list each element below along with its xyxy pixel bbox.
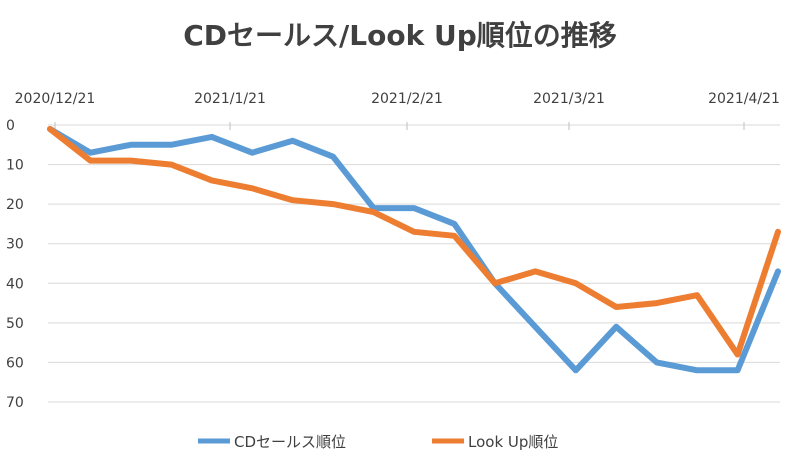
legend-item: Look Up順位 [432, 433, 558, 451]
y-tick-label: 10 [6, 158, 24, 174]
legend-label: CDセールス順位 [234, 433, 346, 451]
legend-item: CDセールス順位 [198, 433, 346, 451]
chart-title: CDセールス/Look Up順位の推移 [183, 19, 617, 52]
x-tick-label: 2021/3/21 [533, 91, 605, 107]
y-axis-ticks: 0 10 20 30 40 50 60 70 [6, 118, 24, 411]
x-axis-ticks: 2020/12/21 2021/1/21 2021/2/21 2021/3/21 202… [15, 91, 780, 130]
y-tick-label: 70 [6, 395, 24, 411]
x-tick-label: 2021/1/21 [194, 91, 266, 107]
series-lines [47, 126, 781, 374]
y-tick-label: 40 [6, 276, 24, 292]
y-tick-label: 60 [6, 355, 24, 371]
x-tick-label: 2021/2/21 [371, 91, 443, 107]
x-tick-label: 2021/4/21 [708, 91, 780, 107]
series-line-2 [47, 126, 781, 358]
y-tick-label: 0 [6, 118, 15, 134]
gridlines [48, 124, 780, 403]
y-tick-label: 20 [6, 197, 24, 213]
y-tick-label: 50 [6, 316, 24, 332]
legend-label: Look Up順位 [468, 433, 558, 451]
x-tick-label: 2020/12/21 [15, 91, 96, 107]
legend: CDセールス順位 Look Up順位 [198, 433, 558, 451]
y-tick-label: 30 [6, 237, 24, 253]
